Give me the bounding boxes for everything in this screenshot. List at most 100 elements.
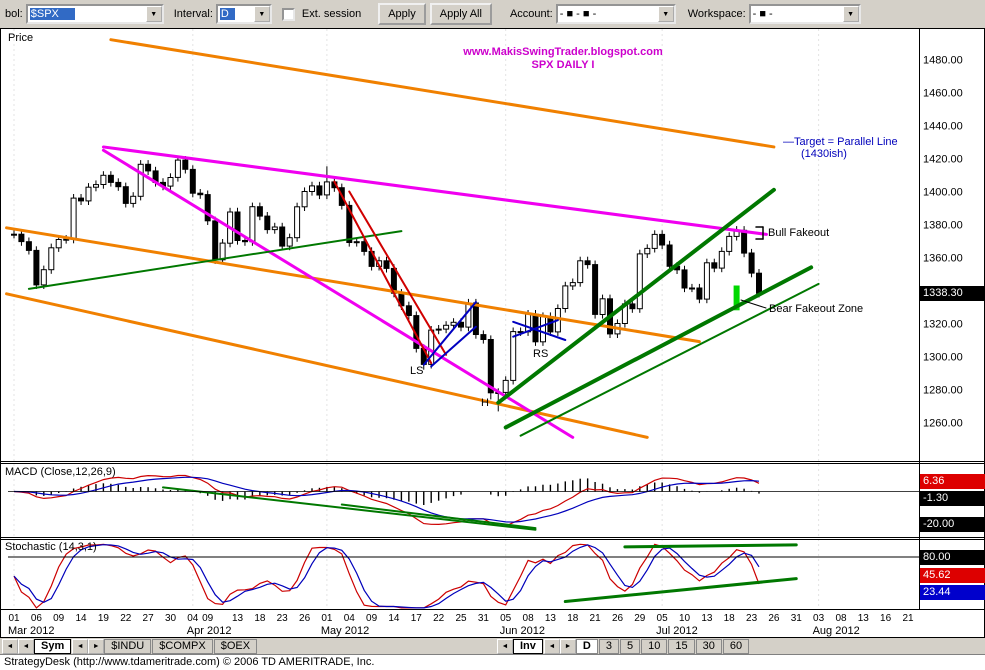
interval-tabs-scroll-prev-button[interactable]: ◄ — [497, 639, 513, 654]
toolbar: bol: $SPX ▼ Interval: D ▼ Ext. session A… — [0, 0, 985, 28]
svg-text:23: 23 — [746, 613, 758, 624]
bull-fakeout-label: Bull Fakeout — [768, 227, 830, 239]
workspace-value: - ■ - — [752, 8, 773, 20]
svg-text:26: 26 — [768, 613, 780, 624]
svg-text:13: 13 — [858, 613, 870, 624]
svg-text:05: 05 — [500, 613, 512, 624]
workspace-combo[interactable]: - ■ - ▼ — [748, 4, 861, 24]
tab-indu[interactable]: $INDU — [104, 639, 152, 654]
svg-text:21: 21 — [590, 613, 602, 624]
ext-session-checkbox[interactable] — [281, 7, 295, 21]
svg-text:1440.00: 1440.00 — [923, 121, 963, 133]
svg-text:18: 18 — [724, 613, 736, 624]
interval-label: Interval: — [173, 8, 213, 20]
price-panel-title: Price — [8, 32, 34, 44]
svg-text:1420.00: 1420.00 — [923, 154, 963, 166]
tab-sym[interactable]: Sym — [34, 639, 72, 654]
svg-text:22: 22 — [120, 613, 132, 624]
target-line1: —Target = Parallel Line — [783, 136, 898, 148]
svg-text:30: 30 — [165, 613, 177, 624]
chart-canvas[interactable]: 1480.001460.001440.001420.001400.001380.… — [0, 28, 985, 637]
tab-interval-3[interactable]: 3 — [598, 639, 619, 654]
svg-text:13: 13 — [545, 613, 557, 624]
tab-interval-30[interactable]: 30 — [695, 639, 722, 654]
workspace-dropdown-icon[interactable]: ▼ — [842, 6, 859, 22]
interval-tabs-back-button[interactable]: ◄ — [543, 639, 560, 654]
svg-text:May 2012: May 2012 — [321, 625, 369, 637]
svg-text:Mar 2012: Mar 2012 — [8, 625, 54, 637]
macd-low-badge: -20.00 — [920, 517, 985, 532]
svg-text:05: 05 — [657, 613, 669, 624]
interval-dropdown-icon[interactable]: ▼ — [253, 6, 270, 22]
last-price-badge: 1338.30 — [920, 286, 985, 301]
apply-button[interactable]: Apply — [378, 3, 426, 25]
svg-text:08: 08 — [523, 613, 535, 624]
svg-text:13: 13 — [232, 613, 244, 624]
account-dropdown-icon[interactable]: ▼ — [657, 6, 674, 22]
stoch-k-badge: 45.62 — [920, 568, 985, 583]
svg-text:18: 18 — [567, 613, 579, 624]
svg-text:14: 14 — [388, 613, 400, 624]
account-value: - ■ - ■ - — [559, 8, 597, 20]
svg-text:16: 16 — [880, 613, 892, 624]
head-label: H — [481, 397, 489, 409]
interval-value: D — [219, 8, 235, 20]
svg-text:1260.00: 1260.00 — [923, 418, 963, 430]
stoch-d-badge: 23.44 — [920, 585, 985, 600]
symbol-tabs-back-button[interactable]: ◄ — [72, 639, 89, 654]
account-combo[interactable]: - ■ - ■ - ▼ — [555, 4, 676, 24]
symbol-dropdown-icon[interactable]: ▼ — [145, 6, 162, 22]
svg-text:1360.00: 1360.00 — [923, 253, 963, 265]
interval-tabs-forward-button[interactable]: ► — [559, 639, 576, 654]
apply-all-button[interactable]: Apply All — [429, 3, 492, 25]
svg-text:04: 04 — [344, 613, 356, 624]
target-annotation: —Target = Parallel Line (1430ish) — [783, 136, 898, 160]
symbol-tabs-scroll-first-button[interactable]: ◄ — [2, 639, 18, 654]
tab-interval-5[interactable]: 5 — [619, 639, 641, 654]
svg-text:17: 17 — [411, 613, 423, 624]
symbol-tabs-scroll-prev-button[interactable]: ◄ — [18, 639, 34, 654]
symbol-combo[interactable]: $SPX ▼ — [25, 4, 164, 24]
left-shoulder-label: LS — [410, 365, 424, 377]
watermark: www.MakisSwingTrader.blogspot.com SPX DA… — [428, 46, 698, 71]
tab-oex[interactable]: $OEX — [213, 639, 258, 654]
svg-text:Jun 2012: Jun 2012 — [500, 625, 545, 637]
svg-text:31: 31 — [791, 613, 803, 624]
target-line2: (1430ish) — [801, 148, 847, 160]
svg-text:01: 01 — [321, 613, 333, 624]
svg-text:01: 01 — [8, 613, 20, 624]
svg-text:1320.00: 1320.00 — [923, 319, 963, 331]
macd-value-badge: 6.36 — [920, 474, 985, 489]
svg-text:13: 13 — [701, 613, 713, 624]
tab-compx[interactable]: $COMPX — [152, 639, 213, 654]
svg-text:06: 06 — [31, 613, 43, 624]
svg-text:25: 25 — [455, 613, 467, 624]
tab-interval-60[interactable]: 60 — [722, 639, 750, 654]
right-shoulder-label: RS — [533, 348, 549, 360]
sheet-tab-bar: ◄ ◄ Sym ◄ ► $INDU $COMPX $OEX ◄ Inv ◄ ► … — [0, 637, 985, 654]
tab-inv[interactable]: Inv — [513, 639, 543, 654]
svg-text:1280.00: 1280.00 — [923, 385, 963, 397]
svg-text:26: 26 — [612, 613, 624, 624]
macd-signal-badge: -1.30 — [920, 491, 985, 506]
interval-combo[interactable]: D ▼ — [215, 4, 272, 24]
interval-input[interactable]: D — [218, 8, 254, 20]
svg-text:26: 26 — [299, 613, 311, 624]
symbol-tabs-forward-button[interactable]: ► — [88, 639, 105, 654]
svg-text:Jul 2012: Jul 2012 — [656, 625, 698, 637]
tab-interval-10[interactable]: 10 — [641, 639, 668, 654]
tab-interval-d[interactable]: D — [575, 639, 598, 654]
svg-text:09: 09 — [366, 613, 378, 624]
symbol-input[interactable]: $SPX — [28, 8, 146, 20]
symbol-label: bol: — [5, 8, 23, 20]
svg-text:03: 03 — [813, 613, 825, 624]
workspace-label: Workspace: — [687, 8, 746, 20]
svg-text:31: 31 — [478, 613, 490, 624]
svg-text:1480.00: 1480.00 — [923, 55, 963, 67]
tab-interval-15[interactable]: 15 — [668, 639, 695, 654]
symbol-tab-group: ◄ ◄ Sym ◄ ► $INDU $COMPX $OEX — [2, 639, 258, 654]
watermark-url: www.MakisSwingTrader.blogspot.com — [463, 46, 663, 58]
svg-text:10: 10 — [679, 613, 691, 624]
svg-text:18: 18 — [254, 613, 266, 624]
svg-text:1300.00: 1300.00 — [923, 352, 963, 364]
